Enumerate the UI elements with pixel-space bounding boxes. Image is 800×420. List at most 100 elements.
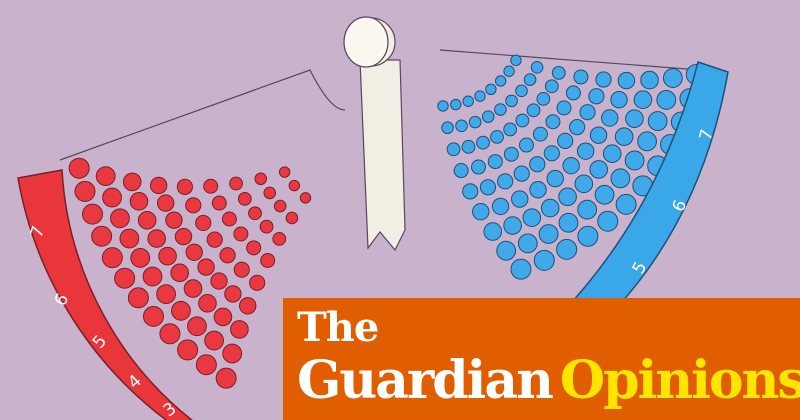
seat xyxy=(254,172,268,186)
seat xyxy=(617,71,636,90)
seat xyxy=(577,199,598,220)
brand-line: Guardian Opinions xyxy=(297,350,800,411)
seat xyxy=(461,139,476,154)
seat xyxy=(479,179,497,196)
seat xyxy=(558,187,577,207)
seat xyxy=(278,166,291,178)
seat xyxy=(127,287,149,309)
seat xyxy=(437,100,449,112)
seat xyxy=(494,75,507,87)
seat xyxy=(215,367,237,389)
seat xyxy=(147,229,167,248)
seat xyxy=(610,91,628,109)
seat xyxy=(558,212,579,233)
seat xyxy=(156,194,175,212)
seat xyxy=(505,94,518,108)
seat xyxy=(183,279,203,298)
seat xyxy=(259,219,274,234)
seat xyxy=(263,186,277,200)
seat xyxy=(614,127,634,146)
seat xyxy=(594,184,615,205)
seat xyxy=(543,145,560,162)
seat xyxy=(288,179,301,192)
seat xyxy=(602,144,622,163)
seat xyxy=(526,103,541,118)
seat xyxy=(503,65,515,77)
fan-outline xyxy=(439,49,701,71)
seat xyxy=(589,160,609,179)
seat xyxy=(130,248,151,268)
seat xyxy=(95,166,116,187)
seat xyxy=(119,228,140,249)
seat xyxy=(450,98,462,111)
seat xyxy=(491,197,510,216)
seat xyxy=(142,305,164,327)
seat xyxy=(195,214,212,232)
seat xyxy=(165,211,183,229)
red-band xyxy=(17,169,193,420)
seat xyxy=(197,258,215,276)
seat xyxy=(224,285,242,303)
seat xyxy=(237,191,252,206)
seat xyxy=(573,69,589,85)
seat xyxy=(551,65,566,80)
seat xyxy=(487,154,503,170)
seat xyxy=(517,233,538,254)
seat xyxy=(610,168,631,189)
seat xyxy=(233,226,249,242)
seat xyxy=(142,266,163,287)
seat xyxy=(503,146,519,162)
seat xyxy=(158,246,177,266)
seat xyxy=(496,240,517,261)
seat xyxy=(530,61,544,74)
seat xyxy=(114,267,136,289)
brand-guardian: Guardian xyxy=(297,350,554,411)
seat xyxy=(156,284,177,305)
seat xyxy=(538,224,559,244)
seat xyxy=(239,297,257,315)
ribbon-knob-face xyxy=(343,16,389,68)
seat xyxy=(455,119,468,133)
seat xyxy=(518,137,534,153)
seat xyxy=(540,198,560,218)
seat xyxy=(185,243,203,261)
seat xyxy=(170,263,189,283)
seat xyxy=(515,84,528,98)
seat xyxy=(523,73,537,86)
seat xyxy=(246,240,262,256)
seat xyxy=(273,199,287,213)
seat xyxy=(149,176,168,195)
seat xyxy=(137,210,157,230)
seat xyxy=(577,225,599,247)
brand-section: Opinions xyxy=(559,350,800,411)
seat xyxy=(640,70,659,90)
seat xyxy=(470,159,486,175)
seat xyxy=(615,193,637,215)
seat xyxy=(230,320,249,339)
seat xyxy=(483,222,503,241)
seat xyxy=(536,91,551,106)
seat xyxy=(74,180,96,202)
seat xyxy=(299,192,312,204)
seat xyxy=(597,210,619,232)
seat xyxy=(522,208,542,228)
seat xyxy=(579,104,596,121)
seat xyxy=(574,174,594,194)
seat xyxy=(656,90,677,110)
seat xyxy=(462,183,479,200)
seat xyxy=(569,119,586,136)
seat xyxy=(81,203,103,225)
seat xyxy=(110,208,130,229)
seat xyxy=(544,79,559,94)
seat xyxy=(176,178,193,196)
seat xyxy=(68,157,90,179)
seat xyxy=(206,231,223,248)
seat xyxy=(595,71,612,88)
seat xyxy=(532,126,548,142)
seat xyxy=(213,307,233,327)
seat xyxy=(185,197,202,214)
seat xyxy=(529,181,547,199)
seat xyxy=(453,163,469,179)
seat xyxy=(647,111,668,131)
